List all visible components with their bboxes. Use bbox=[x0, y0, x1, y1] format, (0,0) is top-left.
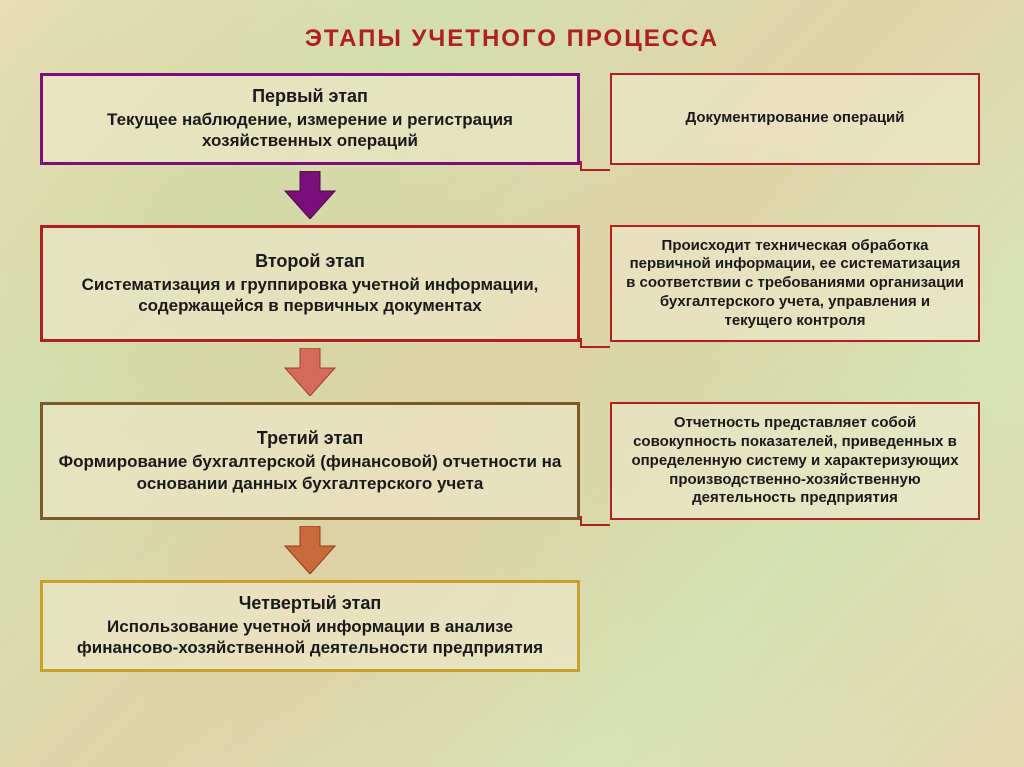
stage-row-3: Третий этап Формирование бухгалтерской (… bbox=[40, 402, 984, 520]
arrow-2 bbox=[40, 342, 580, 402]
stage-desc-1: Документирование операций bbox=[610, 73, 980, 165]
arrow-3 bbox=[40, 520, 580, 580]
stage-desc-text-3: Отчетность представляет собой совокупнос… bbox=[626, 414, 964, 508]
connector-3 bbox=[580, 516, 610, 526]
stage-desc-3: Отчетность представляет собой совокупнос… bbox=[610, 402, 980, 520]
stage-desc-text-2: Происходит техническая обработка первичн… bbox=[626, 237, 964, 331]
stage-desc-2: Происходит техническая обработка первичн… bbox=[610, 225, 980, 343]
stage-row-2: Второй этап Систематизация и группировка… bbox=[40, 225, 984, 343]
stage-title-1: Первый этап bbox=[57, 86, 563, 107]
stage-row-4: Четвертый этап Использование учетной инф… bbox=[40, 580, 984, 672]
connector-2 bbox=[580, 338, 610, 348]
connector-1 bbox=[580, 161, 610, 171]
stage-box-4: Четвертый этап Использование учетной инф… bbox=[40, 580, 580, 672]
stage-body-1: Текущее наблюдение, измерение и регистра… bbox=[57, 109, 563, 152]
stage-body-4: Использование учетной информации в анали… bbox=[57, 616, 563, 659]
stage-row-1: Первый этап Текущее наблюдение, измерени… bbox=[40, 73, 984, 165]
arrow-1 bbox=[40, 165, 580, 225]
stage-desc-text-1: Документирование операций bbox=[626, 109, 964, 128]
stage-box-1: Первый этап Текущее наблюдение, измерени… bbox=[40, 73, 580, 165]
stage-title-3: Третий этап bbox=[57, 428, 563, 449]
diagram-title: ЭТАПЫ УЧЕТНОГО ПРОЦЕССА bbox=[40, 25, 984, 53]
stage-title-2: Второй этап bbox=[57, 251, 563, 272]
stage-title-4: Четвертый этап bbox=[57, 593, 563, 614]
stage-body-2: Систематизация и группировка учетной инф… bbox=[57, 274, 563, 317]
stage-box-2: Второй этап Систематизация и группировка… bbox=[40, 225, 580, 343]
stage-body-3: Формирование бухгалтерской (финансовой) … bbox=[57, 451, 563, 494]
stage-box-3: Третий этап Формирование бухгалтерской (… bbox=[40, 402, 580, 520]
